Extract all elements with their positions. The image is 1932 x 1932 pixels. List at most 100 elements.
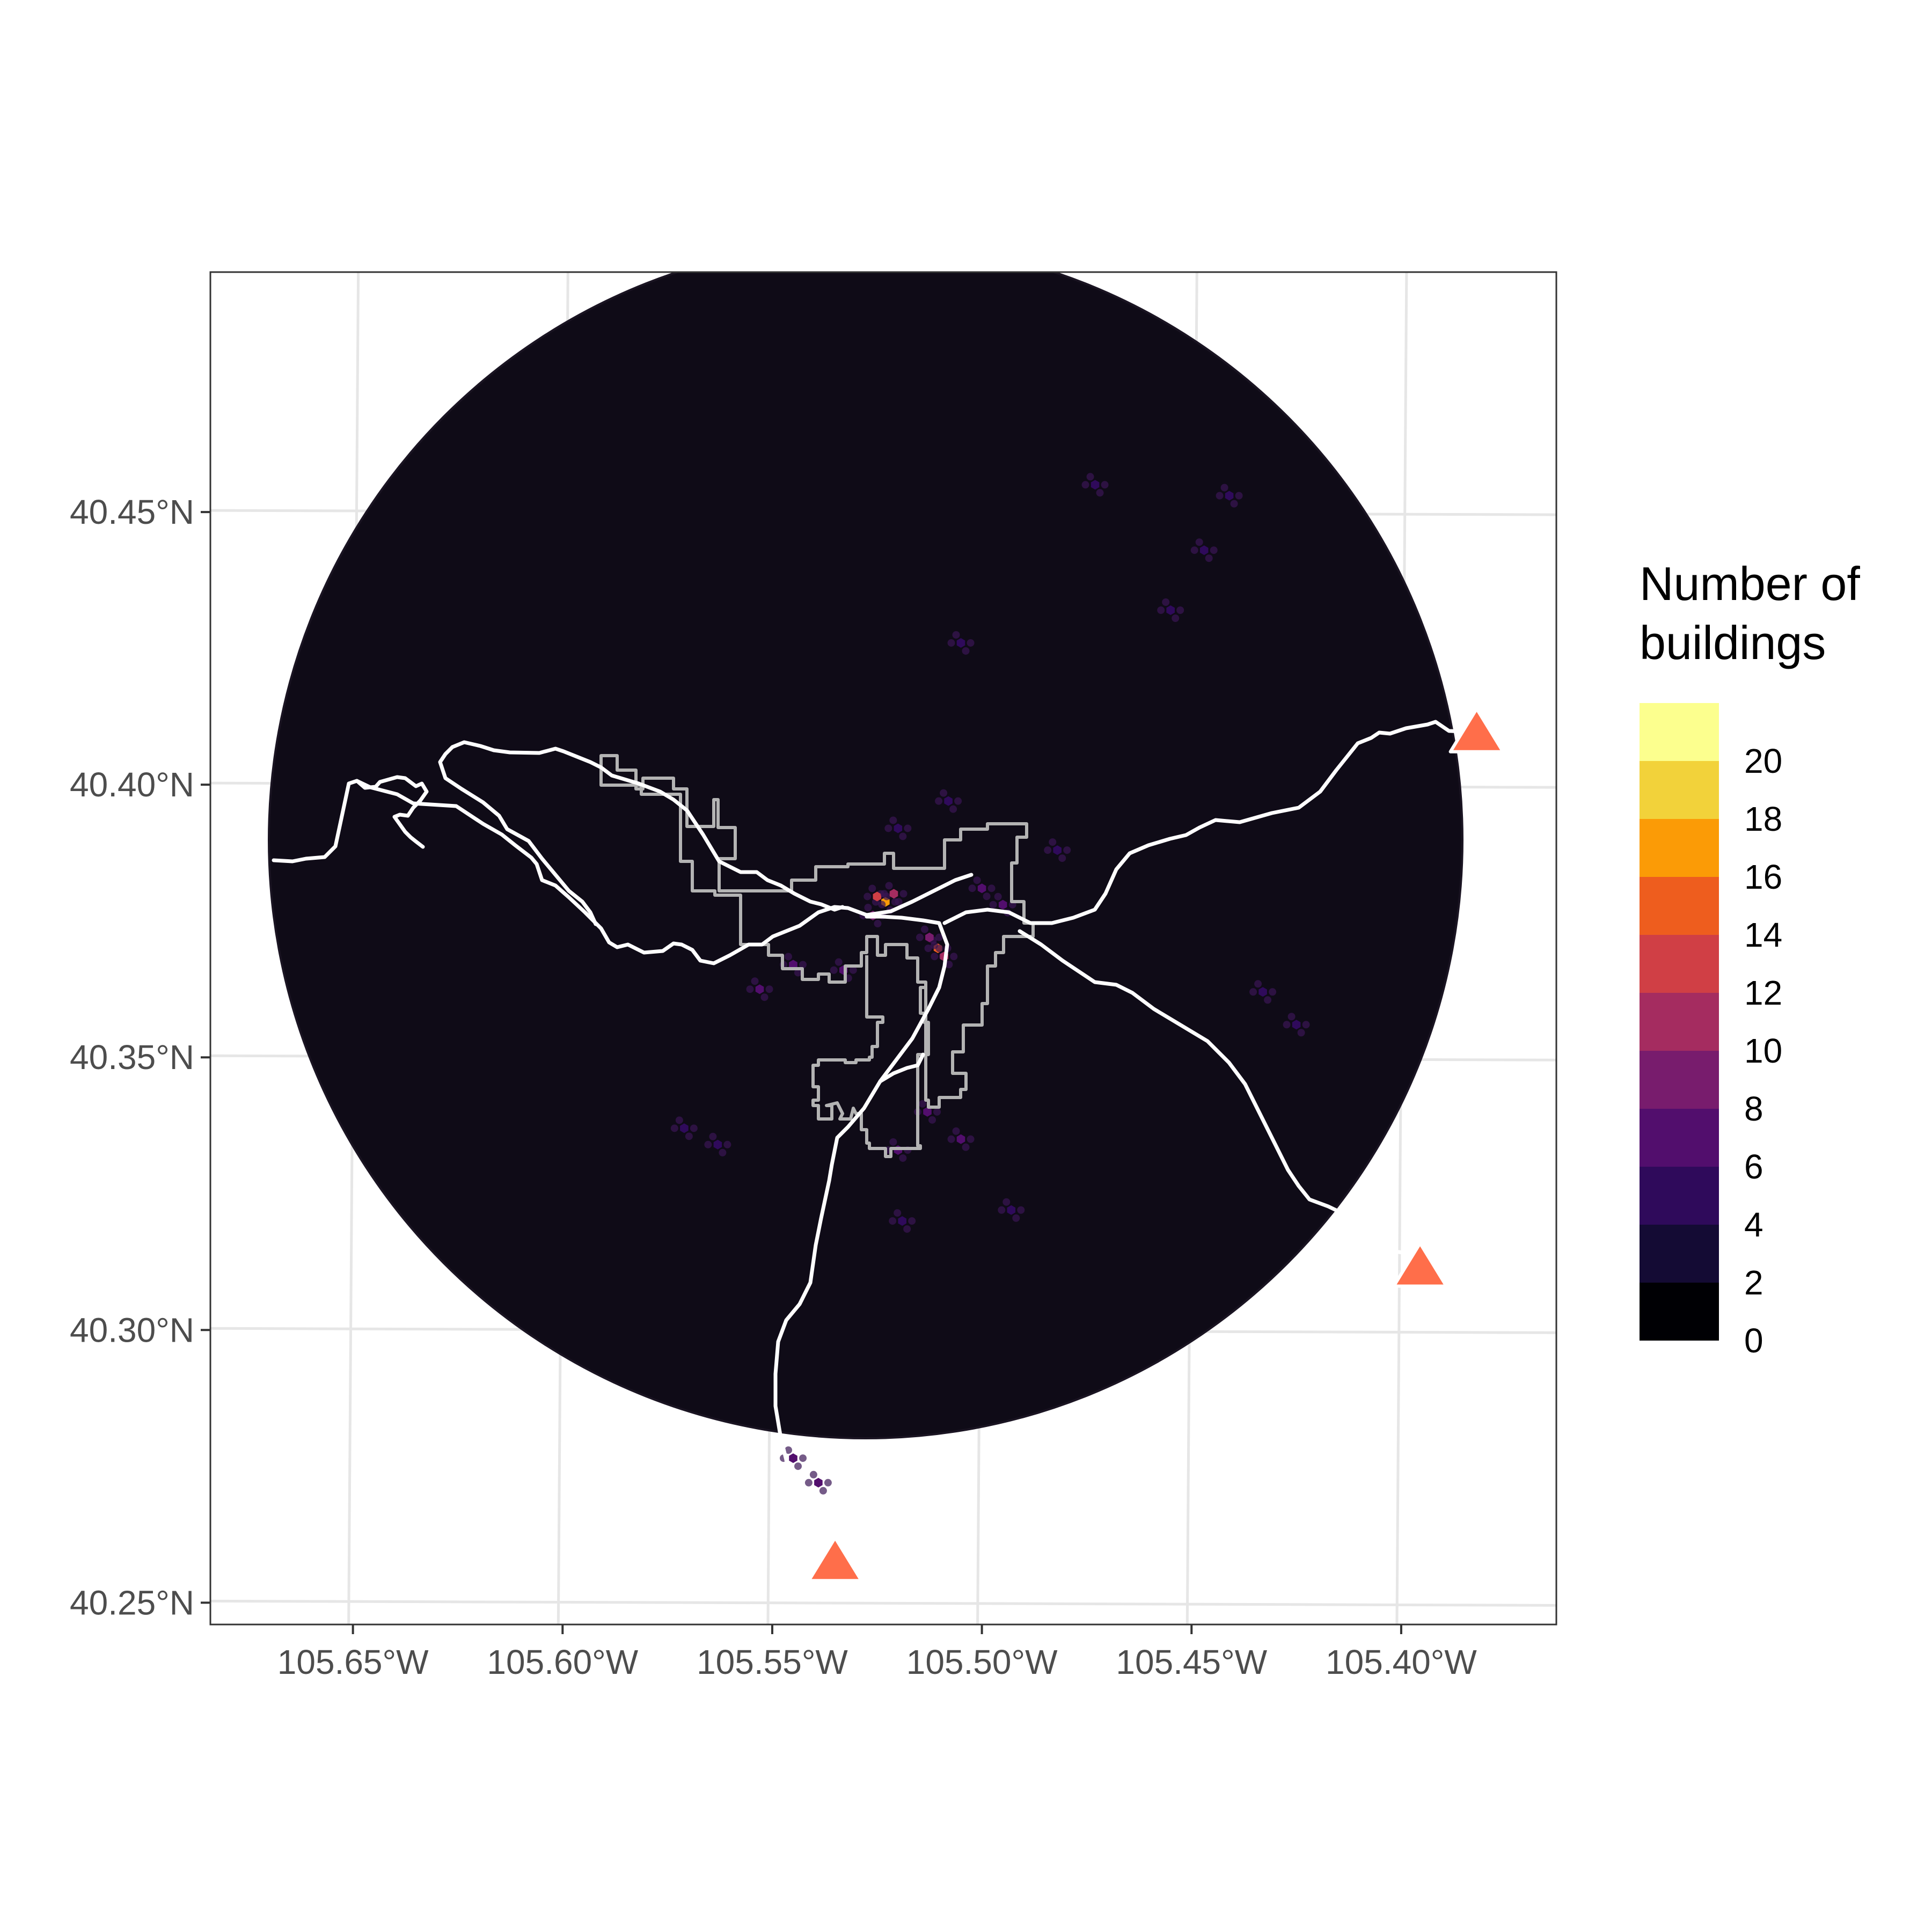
- density-hex-cell: [885, 882, 893, 890]
- legend-title-line2: buildings: [1640, 616, 1826, 669]
- density-hex-cell: [894, 823, 903, 833]
- density-hex-cell: [685, 1132, 693, 1140]
- y-axis-tick-label: 40.30°N: [70, 1311, 194, 1349]
- density-hex-cell: [1269, 988, 1277, 996]
- density-hex-cell: [1176, 606, 1184, 614]
- density-hex-cell: [878, 901, 886, 909]
- road-line: [450, 740, 845, 912]
- density-hex-cell: [944, 796, 953, 806]
- density-hex-cell: [968, 884, 976, 892]
- legend-label: 14: [1744, 916, 1782, 954]
- density-hex-cell: [1081, 481, 1089, 489]
- density-hex-cell: [956, 638, 965, 648]
- density-hex-cell: [994, 892, 1002, 901]
- density-hex-cell: [973, 876, 981, 884]
- density-hex-cell: [967, 639, 975, 647]
- density-hex-cell: [987, 884, 996, 892]
- density-hex-cell: [894, 1209, 902, 1217]
- road-network: [272, 720, 1467, 1548]
- density-hex-cell: [1297, 1029, 1305, 1037]
- density-hex-cell: [880, 890, 888, 898]
- density-hex-cell: [998, 899, 1007, 910]
- density-hex-cell: [1101, 481, 1109, 489]
- density-hex-cell: [1258, 987, 1267, 997]
- density-hex-cell: [1205, 554, 1213, 562]
- density-hex-cell: [709, 1132, 717, 1140]
- density-hex-cell: [849, 966, 857, 974]
- density-hex-cell: [746, 985, 754, 993]
- density-hex-cell: [962, 1143, 970, 1151]
- density-hex-cell: [835, 958, 843, 966]
- density-hex-cell: [785, 1446, 793, 1454]
- density-hex-cell: [1249, 988, 1257, 996]
- density-hex-cell: [1235, 492, 1243, 500]
- legend-color-key: [1640, 877, 1719, 935]
- density-hex-cell: [719, 1148, 727, 1157]
- legend-color-key: [1640, 819, 1719, 877]
- legend-label: 16: [1744, 858, 1782, 896]
- road-line: [272, 775, 429, 863]
- density-hex-cell: [898, 1216, 906, 1226]
- density-hex-cell: [983, 892, 991, 901]
- x-axis-tick-label: 105.55°W: [697, 1643, 848, 1681]
- density-hex-cell: [889, 1217, 897, 1225]
- legend-color-key: [1640, 1051, 1719, 1109]
- road-line: [438, 745, 598, 926]
- density-hex-cell: [1264, 996, 1272, 1004]
- density-hex-cell: [794, 1462, 802, 1470]
- density-hex-cell: [1063, 846, 1071, 854]
- density-hex-cell: [1157, 606, 1165, 614]
- density-hex-cell: [952, 631, 960, 639]
- legend-label: 18: [1744, 800, 1782, 838]
- density-hex-cell: [789, 1453, 797, 1463]
- density-hex-cell: [830, 966, 838, 974]
- density-hex-cell: [904, 824, 912, 832]
- density-hex-cell: [785, 953, 793, 961]
- density-hex-cell: [868, 884, 876, 892]
- density-hex-cell: [819, 1487, 827, 1495]
- y-axis-tick-label: 40.45°N: [70, 493, 194, 531]
- density-hex-cell: [799, 1454, 807, 1462]
- hexbin-disk: [268, 272, 1463, 1439]
- density-hex-cell: [1091, 480, 1100, 490]
- density-hex-cell: [809, 1470, 817, 1479]
- density-hex-cell: [1049, 838, 1057, 846]
- y-axis-tick-label: 40.35°N: [70, 1038, 194, 1077]
- density-hex-cell: [751, 977, 759, 985]
- density-hex-cell: [899, 890, 908, 898]
- density-hex-cell: [1210, 546, 1218, 554]
- density-hex-cell: [989, 901, 997, 909]
- density-hex-cell: [899, 832, 907, 840]
- density-hex-cell: [1058, 854, 1066, 862]
- density-hex-cell: [1199, 545, 1209, 555]
- legend-color-key: [1640, 1167, 1719, 1225]
- legend-label: 6: [1744, 1147, 1763, 1186]
- legend-color-key: [1640, 761, 1719, 819]
- density-hex-cell: [1230, 500, 1238, 508]
- density-hex-cell: [1053, 845, 1062, 855]
- x-axis-tick-label: 105.65°W: [277, 1643, 429, 1681]
- density-hex-cell: [931, 953, 939, 961]
- density-hex-cell: [889, 1138, 897, 1146]
- legend-label: 20: [1744, 742, 1782, 780]
- legend-color-keys: [1640, 703, 1719, 1341]
- density-hex-cell: [760, 993, 769, 1001]
- x-axis-tick-label: 105.60°W: [487, 1643, 638, 1681]
- density-hex-cell: [1017, 1206, 1025, 1214]
- legend-color-key: [1640, 1225, 1719, 1283]
- density-hex-cell: [928, 1116, 936, 1124]
- density-hex-cell: [923, 1107, 932, 1117]
- road-line: [878, 1052, 925, 1084]
- station-marker-triangle: [1448, 707, 1505, 753]
- density-hex-cell: [1225, 491, 1234, 501]
- density-hex-cell: [1007, 1205, 1016, 1215]
- town-boundary-outline: [811, 955, 930, 1158]
- density-hex-cell: [950, 953, 958, 961]
- density-hex-cell: [889, 816, 897, 824]
- density-hex-cell: [755, 984, 764, 994]
- y-axis-tick-label: 40.40°N: [70, 765, 194, 804]
- density-hex-cell: [1254, 980, 1262, 988]
- legend-color-key: [1640, 993, 1719, 1051]
- density-hex-cell: [799, 961, 807, 969]
- density-hex-cell: [954, 797, 962, 805]
